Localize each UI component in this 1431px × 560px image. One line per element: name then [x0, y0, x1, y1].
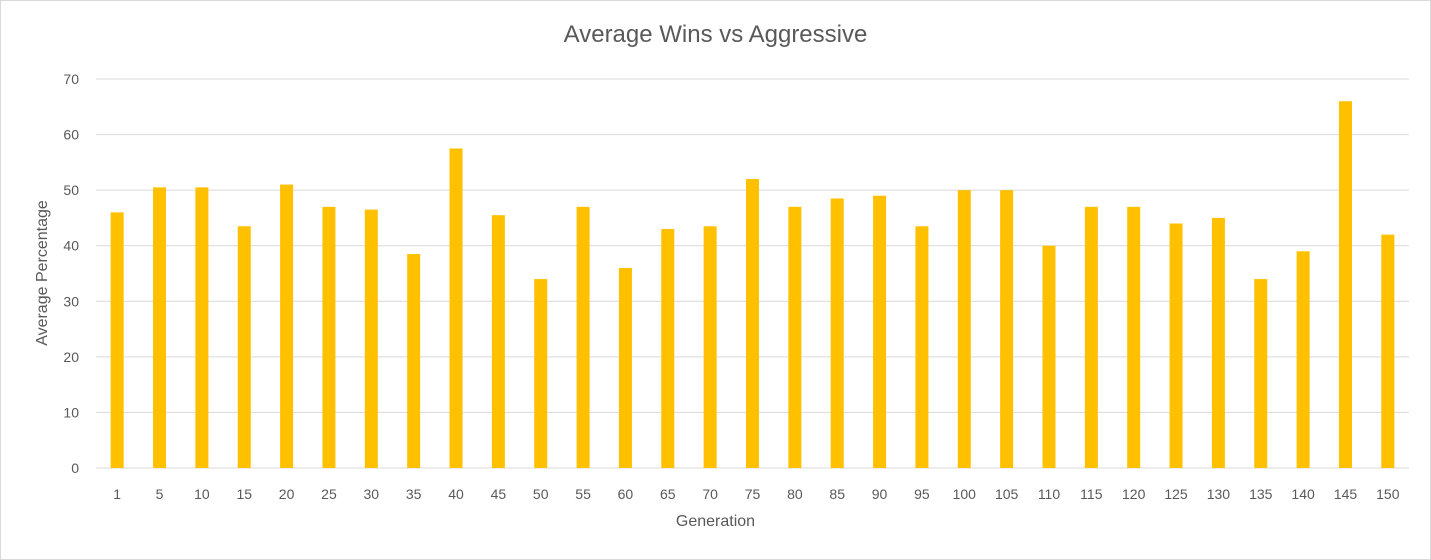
y-tick-label: 30: [63, 293, 79, 309]
x-tick-label: 70: [702, 486, 718, 502]
y-tick-label: 50: [63, 182, 79, 198]
y-tick-label: 10: [63, 404, 79, 420]
bar: [1338, 101, 1352, 468]
x-tick-label: 40: [448, 486, 464, 502]
x-tick-label: 25: [321, 486, 337, 502]
bar: [491, 215, 505, 468]
bar: [576, 206, 590, 469]
bar: [534, 279, 548, 468]
bars: [110, 101, 1395, 469]
y-tick-label: 60: [63, 127, 79, 143]
bar: [322, 206, 336, 469]
x-tick-label: 45: [491, 486, 507, 502]
x-tick-labels: 1 5 10 15 20 25 30 35 40 45 50 55 60 65 70 75 80 85 90 95 10…: [113, 486, 1399, 502]
y-tick-labels: 0 10 20 30 40 50 60 70: [63, 71, 79, 476]
bar: [195, 187, 209, 468]
x-tick-label: 65: [660, 486, 676, 502]
x-tick-label: 135: [1249, 486, 1273, 502]
y-tick-label: 20: [63, 349, 79, 365]
x-tick-label: 50: [533, 486, 549, 502]
x-tick-label: 125: [1164, 486, 1188, 502]
bar: [1296, 251, 1310, 468]
bar: [788, 206, 802, 469]
x-tick-label: 105: [995, 486, 1019, 502]
bar: [618, 267, 632, 468]
x-tick-label: 100: [953, 486, 977, 502]
x-tick-label: 15: [236, 486, 252, 502]
x-tick-label: 75: [745, 486, 761, 502]
bar: [364, 209, 378, 469]
bar: [915, 226, 929, 468]
x-tick-label: 115: [1080, 486, 1103, 502]
x-tick-label: 130: [1207, 486, 1231, 502]
bar: [1127, 206, 1141, 469]
bar: [957, 190, 971, 468]
chart-title: Average Wins vs Aggressive: [563, 21, 868, 48]
bar: [1169, 223, 1183, 468]
y-tick-label: 40: [63, 238, 79, 254]
x-tick-label: 60: [618, 486, 634, 502]
bar: [661, 229, 675, 468]
x-tick-label: 110: [1038, 486, 1061, 502]
x-tick-label: 55: [575, 486, 591, 502]
bar: [280, 184, 294, 469]
bar: [1211, 217, 1225, 468]
x-tick-label: 1: [113, 486, 121, 502]
x-tick-label: 80: [787, 486, 803, 502]
y-tick-label: 0: [71, 460, 79, 476]
x-tick-label: 20: [279, 486, 295, 502]
bar: [153, 187, 167, 468]
x-tick-label: 30: [364, 486, 380, 502]
x-tick-label: 90: [872, 486, 888, 502]
bar: [1254, 279, 1268, 468]
x-tick-label: 145: [1334, 486, 1358, 502]
bar: [1042, 245, 1056, 468]
x-tick-label: 5: [156, 486, 164, 502]
bar: [1084, 206, 1098, 469]
y-tick-label: 70: [63, 71, 79, 87]
bar: [746, 179, 759, 468]
x-axis-title: Generation: [675, 513, 756, 530]
x-tick-label: 150: [1376, 486, 1400, 502]
x-tick-label: 85: [829, 486, 845, 502]
x-tick-label: 35: [406, 486, 422, 502]
bar: [1000, 190, 1014, 468]
x-tick-label: 120: [1122, 486, 1146, 502]
bar: [703, 226, 717, 468]
bar: [237, 226, 251, 468]
bar: [407, 254, 421, 468]
bar: [110, 212, 124, 468]
bar: [830, 198, 844, 468]
x-tick-label: 140: [1291, 486, 1315, 502]
bar: [1381, 234, 1395, 468]
x-tick-label: 10: [194, 486, 210, 502]
bar: [873, 195, 887, 468]
bar: [449, 148, 463, 468]
x-tick-label: 95: [914, 486, 930, 502]
